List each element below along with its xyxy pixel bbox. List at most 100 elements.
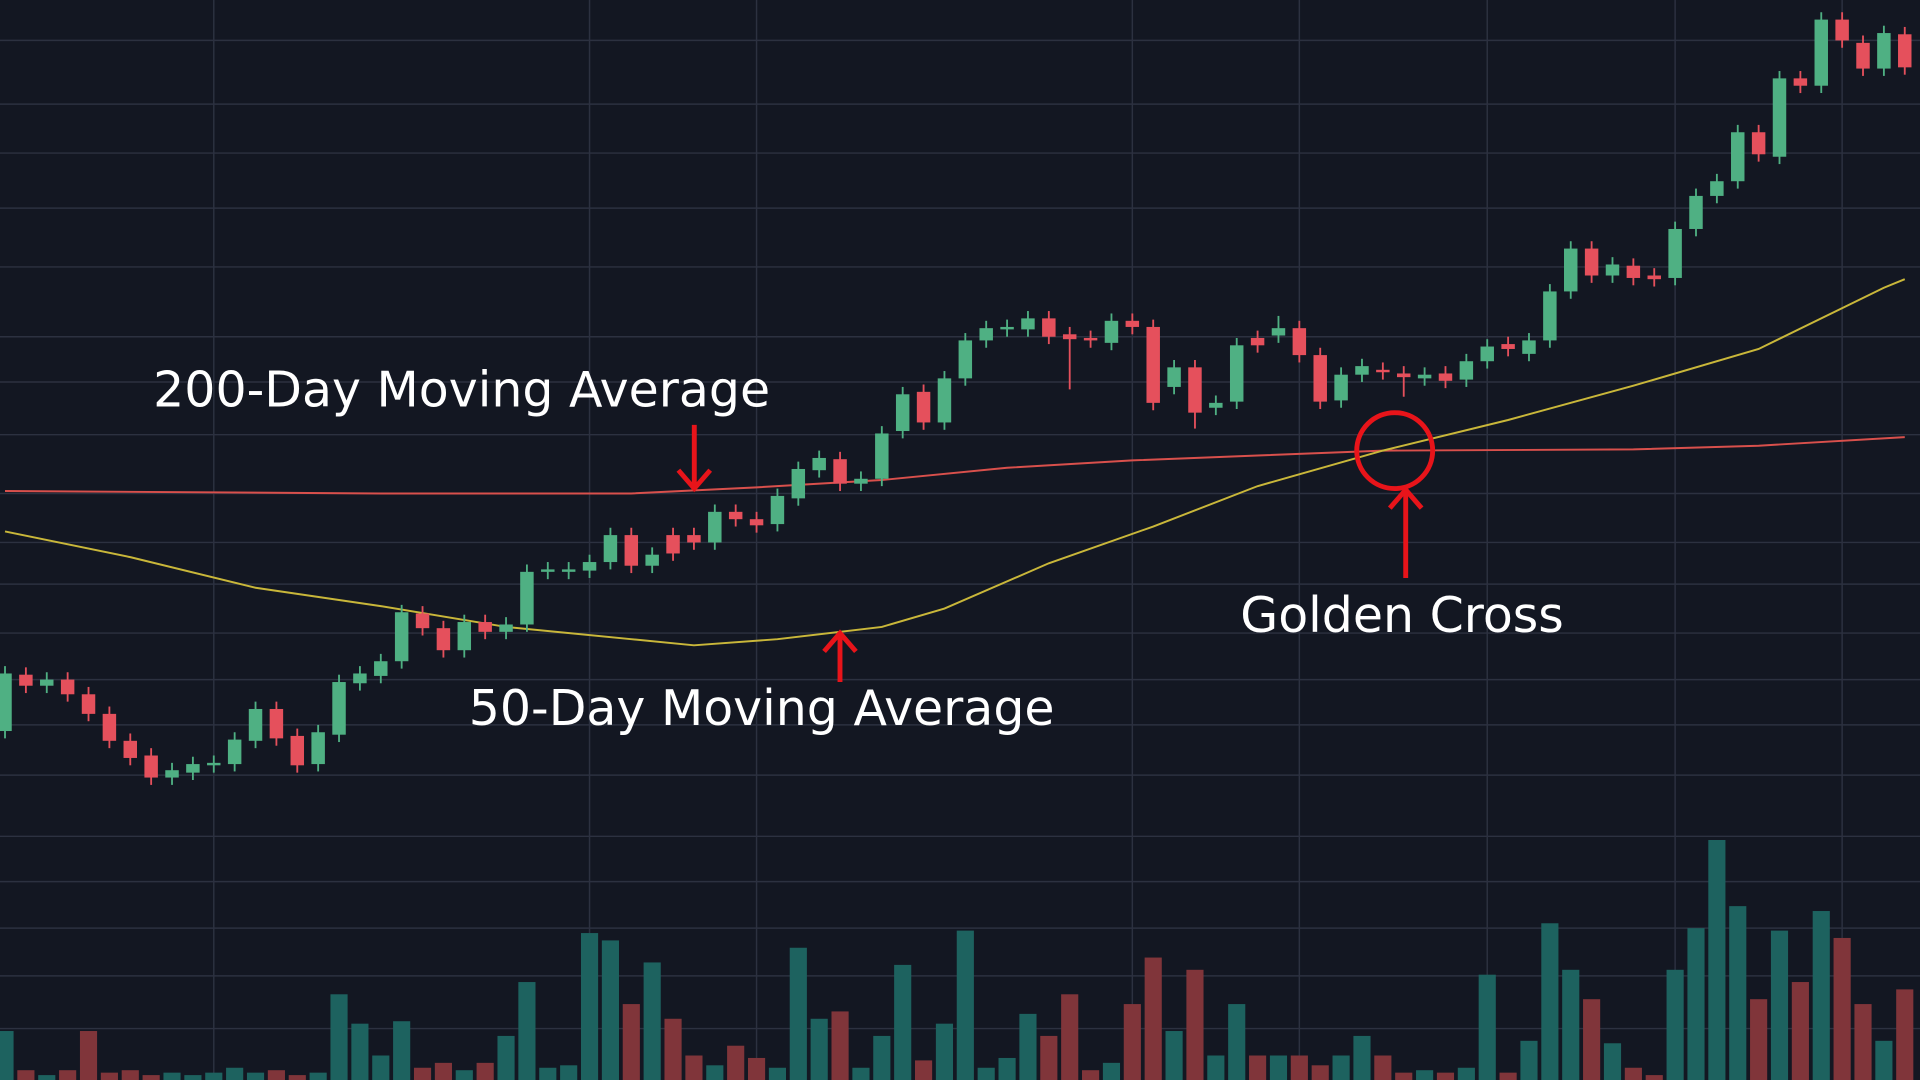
candle-body [1626, 265, 1641, 278]
candle-body [1042, 318, 1056, 337]
volume [0, 840, 1914, 1080]
volume-bar [246, 1072, 265, 1080]
volume-bar [601, 940, 619, 1080]
candle-body [353, 673, 367, 684]
volume-bar [1708, 840, 1726, 1080]
candle-body [708, 511, 722, 543]
candle-body [394, 612, 409, 662]
candle-body [1710, 181, 1724, 196]
candle-body [1731, 132, 1745, 182]
volume-bar [1541, 923, 1559, 1080]
volume-bar [163, 1072, 181, 1080]
arrow [822, 629, 858, 683]
candle-body [582, 562, 597, 571]
arrow [1387, 486, 1424, 578]
annotation: 50-Day Moving Average [469, 680, 1055, 737]
volume-bar [413, 1067, 432, 1080]
candle-body [812, 457, 826, 471]
candle-body [1417, 374, 1432, 379]
candle-body [1188, 367, 1202, 413]
volume-bar [1186, 969, 1204, 1080]
volume-bar [977, 1067, 995, 1080]
moving-average-line [4, 278, 1906, 647]
volume-bar [1770, 930, 1789, 1080]
volume-bar [1499, 1072, 1517, 1080]
volume-bar [643, 962, 661, 1080]
candle-body [81, 694, 96, 714]
candle-body [102, 713, 117, 741]
candle-body [728, 511, 743, 520]
candles [0, 12, 1912, 785]
candle-body [1751, 132, 1766, 155]
candle-body [1229, 345, 1244, 402]
candle-body [1647, 275, 1661, 280]
candle-body [1480, 346, 1494, 362]
volume-bar [205, 1072, 223, 1080]
annotations: 200-Day Moving Average 50-Day Moving Ave… [153, 362, 1564, 737]
candle-body [332, 682, 346, 735]
candle-body [1209, 402, 1223, 408]
volume-bar [1583, 999, 1601, 1080]
candle-body [875, 433, 889, 479]
candle-body [1522, 340, 1536, 354]
volume-bar [59, 1070, 77, 1080]
moving-average-line [5, 436, 1905, 495]
volume-bar [1791, 982, 1809, 1080]
candle-body [144, 755, 158, 778]
volume-bar [1896, 989, 1914, 1080]
candle-body [645, 554, 659, 566]
candle-body [1250, 337, 1265, 346]
candle-body [1689, 195, 1703, 229]
arrow [676, 424, 713, 493]
candle-body [1292, 328, 1307, 356]
candle-body [666, 535, 680, 554]
volume-bar [831, 1011, 849, 1080]
volume-bar [476, 1062, 494, 1080]
candle-body [687, 535, 701, 543]
annotation: 200-Day Moving Average [153, 362, 770, 419]
volume-bar [351, 1023, 369, 1080]
volume-bar [1144, 957, 1162, 1080]
volume-bar [914, 1060, 933, 1080]
candle-body [854, 478, 868, 484]
volume-bar [38, 1075, 56, 1080]
volume-bar [1457, 1067, 1475, 1080]
volume-bar [1395, 1072, 1413, 1080]
annotation: Golden Cross [1240, 587, 1564, 644]
candle-body [1856, 42, 1870, 69]
candle-body [165, 770, 179, 778]
volume-bar [1207, 1055, 1225, 1080]
candle-body [1167, 367, 1181, 387]
volume-bar [1249, 1055, 1267, 1080]
candle-body [1605, 264, 1620, 276]
volume-bar [309, 1072, 327, 1080]
volume-bar [1269, 1055, 1288, 1080]
volume-bar [1520, 1040, 1538, 1080]
candle-body [1355, 366, 1369, 375]
candle-body [1313, 355, 1327, 402]
volume-bar [789, 947, 807, 1080]
candle-body [436, 628, 451, 651]
candle-body [207, 762, 221, 766]
candle-body [749, 519, 764, 526]
candle-body [1146, 326, 1160, 403]
volume-bar [1666, 969, 1684, 1080]
volume-bar [1416, 1070, 1434, 1080]
volume-bar [998, 1057, 1016, 1080]
candle-body [1334, 374, 1348, 401]
volume-bar [1102, 1062, 1121, 1080]
moving-averages [4, 278, 1906, 647]
volume-bar [142, 1075, 160, 1080]
candle-body [1793, 78, 1808, 86]
volume-bar [121, 1070, 139, 1080]
candle-body [248, 708, 263, 741]
volume-bar [1687, 928, 1705, 1080]
candle-body [499, 624, 513, 632]
volume-bar [79, 1031, 98, 1080]
candle-body [1083, 337, 1098, 341]
volume-bar [1624, 1067, 1642, 1080]
candle-body [1062, 334, 1077, 340]
volume-bar [1478, 974, 1496, 1080]
